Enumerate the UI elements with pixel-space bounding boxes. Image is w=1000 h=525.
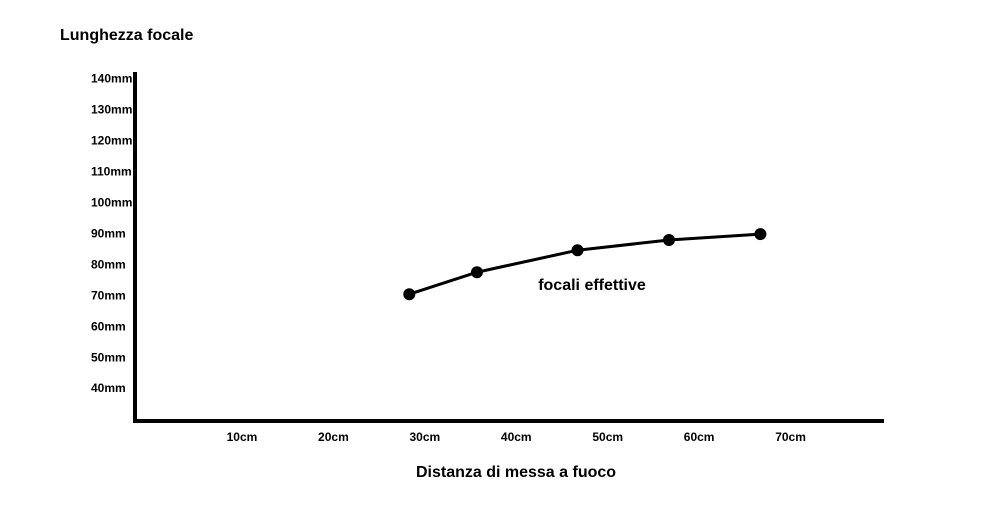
point — [470, 266, 483, 279]
annotation: focali effettive — [538, 277, 646, 294]
y-tick-label: 90mm — [91, 226, 126, 240]
y-tick-label: 40mm — [91, 381, 126, 395]
point — [403, 288, 416, 301]
y-tick-label: 60mm — [91, 319, 126, 333]
y-tick-label: 100mm — [91, 195, 132, 209]
y-tick-label: 50mm — [91, 350, 126, 364]
x-axis-title: Distanza di messa a fuoco — [416, 464, 616, 481]
x-tick-label: 70cm — [775, 430, 806, 444]
point — [754, 228, 767, 241]
chart-title: Lunghezza focale — [60, 27, 193, 44]
x-tick-label: 50cm — [592, 430, 623, 444]
y-tick-label: 140mm — [91, 71, 132, 85]
point — [662, 233, 675, 246]
y-tick-label: 70mm — [91, 288, 126, 302]
y-tick-label: 120mm — [91, 133, 132, 147]
x-tick-label: 20cm — [318, 430, 349, 444]
y-tick-label: 80mm — [91, 257, 126, 271]
y-tick-label: 130mm — [91, 102, 132, 116]
x-tick-label: 40cm — [501, 430, 532, 444]
point — [571, 244, 584, 257]
y-tick-label: 110mm — [91, 164, 132, 178]
x-tick-label: 60cm — [684, 430, 715, 444]
x-tick-label: 30cm — [409, 430, 440, 444]
x-tick-label: 10cm — [227, 430, 258, 444]
